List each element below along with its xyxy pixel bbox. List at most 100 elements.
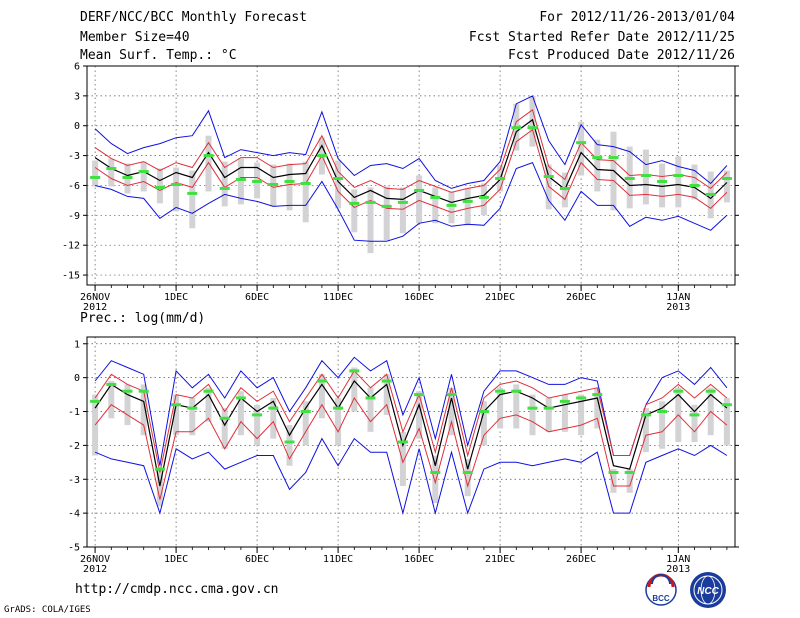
temp-median-marker <box>414 188 425 192</box>
prec-median-marker <box>106 382 117 386</box>
temp-median-marker <box>300 181 311 185</box>
prec-x-tick-label: 16DEC <box>404 554 434 565</box>
prec-x-tick-label: 11DEC <box>323 554 353 565</box>
prec-ensemble-box <box>513 384 520 429</box>
prec-median-marker <box>414 393 425 397</box>
prec-x-tick-label: 26DEC <box>566 554 596 565</box>
prec-median-marker <box>365 396 376 400</box>
temp-median-marker <box>187 191 198 195</box>
temp-median-marker <box>171 182 182 186</box>
temp-median-marker <box>705 192 716 196</box>
temp-mean-line <box>94 118 728 204</box>
temp-median-marker <box>90 175 101 179</box>
prec-x-tick-label: 6DEC <box>245 554 269 565</box>
temp-ensemble-box <box>140 161 147 192</box>
temp-median-marker <box>268 182 279 186</box>
prec-y-tick-label: -2 <box>68 441 80 452</box>
prec-median-marker <box>187 406 198 410</box>
temp-median-marker <box>430 195 441 199</box>
prec-x-tick-label: 1DEC <box>164 554 188 565</box>
temp-median-marker <box>333 176 344 180</box>
temp-median-marker <box>495 176 506 180</box>
prec-median-marker <box>349 369 360 373</box>
temp-x-tick-label: 1JAN <box>666 292 690 303</box>
prec-ensemble-box <box>610 469 617 493</box>
prec-median-marker <box>268 406 279 410</box>
temp-median-marker <box>349 201 360 205</box>
prec-median-marker <box>333 406 344 410</box>
temp-ensemble-box <box>92 160 99 187</box>
prec-median-marker <box>462 470 473 474</box>
prec-ensemble-box <box>480 401 487 446</box>
prec-ensemble-box <box>156 469 163 507</box>
prec-y-tick-label: -1 <box>68 407 80 418</box>
prec-median-marker <box>673 389 684 393</box>
prec-ensemble-box <box>302 401 309 446</box>
temp-ensemble-box <box>108 158 115 187</box>
prec-ensemble-box <box>448 387 455 436</box>
temp-ensemble-box <box>302 161 309 223</box>
prec-median-marker <box>495 389 506 393</box>
source-url[interactable]: http://cmdp.ncc.cma.gov.cn <box>75 582 279 597</box>
temp-median-marker <box>397 200 408 204</box>
prec-median-marker <box>478 410 489 414</box>
temp-median-marker <box>122 175 133 179</box>
prec-median-marker <box>284 440 295 444</box>
temp-ensemble-box <box>189 170 196 229</box>
prec-median-marker <box>381 379 392 383</box>
chart-title: DERF/NCC/BCC Monthly Forecast <box>80 10 307 25</box>
temp-ensemble-box <box>594 139 601 192</box>
prec-ensemble-box <box>205 387 212 422</box>
bcc-logo: BCC <box>645 573 677 606</box>
temp-x-tick-label: 11DEC <box>323 292 353 303</box>
temp-ensemble-box <box>675 156 682 208</box>
temp-y-tick-label: -12 <box>62 241 80 252</box>
temp-ensemble-box <box>173 167 180 212</box>
prec-ensemble-box <box>140 384 147 436</box>
temp-median-marker <box>365 200 376 204</box>
prec-ensemble-box <box>189 397 196 436</box>
prec-median-marker <box>592 393 603 397</box>
prec-median-marker <box>90 399 101 403</box>
ncc-logo: NCC <box>690 572 726 608</box>
temp-median-marker <box>316 154 327 158</box>
prec-ensemble-box <box>723 397 730 446</box>
prec-median-marker <box>430 470 441 474</box>
prec-ensemble-box <box>351 367 358 412</box>
temp-ensemble-box <box>691 164 698 200</box>
prec-ensemble-box <box>254 404 261 446</box>
temp-median-marker <box>576 141 587 145</box>
prec-ensemble-box <box>399 431 406 487</box>
temp-lower-line <box>94 128 728 213</box>
temp-x-tick-label: 16DEC <box>404 292 434 303</box>
temp-median-marker <box>446 203 457 207</box>
prec-median-marker <box>122 389 133 393</box>
temp-y-tick-label: -6 <box>68 181 80 192</box>
prec-median-marker <box>624 470 635 474</box>
prec-y-tick-label: -5 <box>68 543 80 554</box>
temp-ensemble-box <box>416 175 423 224</box>
prec-median-marker <box>689 413 700 417</box>
temp-ensemble-box <box>335 160 342 209</box>
prec-median-marker <box>203 389 214 393</box>
prec-ensemble-box <box>594 387 601 429</box>
fcst-produced-date: Fcst Produced Date 2012/11/26 <box>508 48 735 63</box>
prec-ensemble-box <box>286 425 293 466</box>
temp-median-marker <box>511 126 522 130</box>
prec-ensemble-box <box>545 397 552 432</box>
prec-median-marker <box>705 389 716 393</box>
prec-min-line <box>94 437 728 516</box>
temp-x-tick-label: 26DEC <box>566 292 596 303</box>
logos: BCC NCC <box>645 572 726 608</box>
temp-y-tick-label: 0 <box>74 121 80 132</box>
prec-ensemble-box <box>335 397 342 446</box>
temp-median-marker <box>559 186 570 190</box>
prec-ensemble-box <box>561 394 568 432</box>
temp-median-marker <box>138 170 149 174</box>
prec-y-tick-label: 0 <box>74 373 80 384</box>
prec-y-tick-label: -3 <box>68 475 80 486</box>
prec-variable-label: Prec.: log(mm/d) <box>80 311 206 326</box>
prec-median-marker <box>252 413 263 417</box>
prec-median-marker <box>219 416 230 420</box>
